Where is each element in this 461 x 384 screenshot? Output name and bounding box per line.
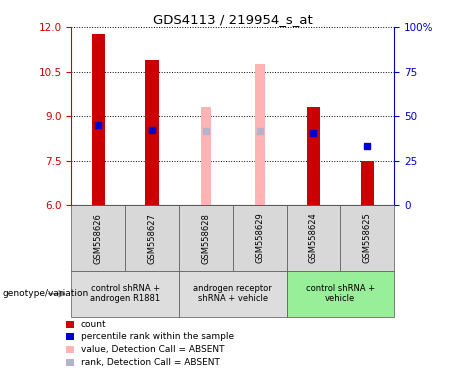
Bar (307, 107, 320, 205)
Bar (201, 107, 211, 205)
Text: control shRNA +
vehicle: control shRNA + vehicle (306, 284, 375, 303)
Text: GSM558627: GSM558627 (148, 213, 157, 263)
Text: GSM558625: GSM558625 (363, 213, 372, 263)
Bar (145, 60, 159, 205)
Text: genotype/variation: genotype/variation (2, 289, 89, 298)
Text: GSM558624: GSM558624 (309, 213, 318, 263)
Text: GSM558626: GSM558626 (94, 213, 103, 263)
Text: percentile rank within the sample: percentile rank within the sample (81, 332, 234, 341)
Text: GSM558629: GSM558629 (255, 213, 264, 263)
Text: rank, Detection Call = ABSENT: rank, Detection Call = ABSENT (81, 358, 219, 367)
Text: androgen receptor
shRNA + vehicle: androgen receptor shRNA + vehicle (194, 284, 272, 303)
Bar (361, 161, 374, 205)
Bar (92, 34, 105, 205)
Text: value, Detection Call = ABSENT: value, Detection Call = ABSENT (81, 345, 224, 354)
Text: GSM558628: GSM558628 (201, 213, 210, 263)
Bar (255, 64, 265, 205)
Title: GDS4113 / 219954_s_at: GDS4113 / 219954_s_at (153, 13, 313, 26)
Text: count: count (81, 319, 106, 329)
Text: control shRNA +
androgen R1881: control shRNA + androgen R1881 (90, 284, 160, 303)
